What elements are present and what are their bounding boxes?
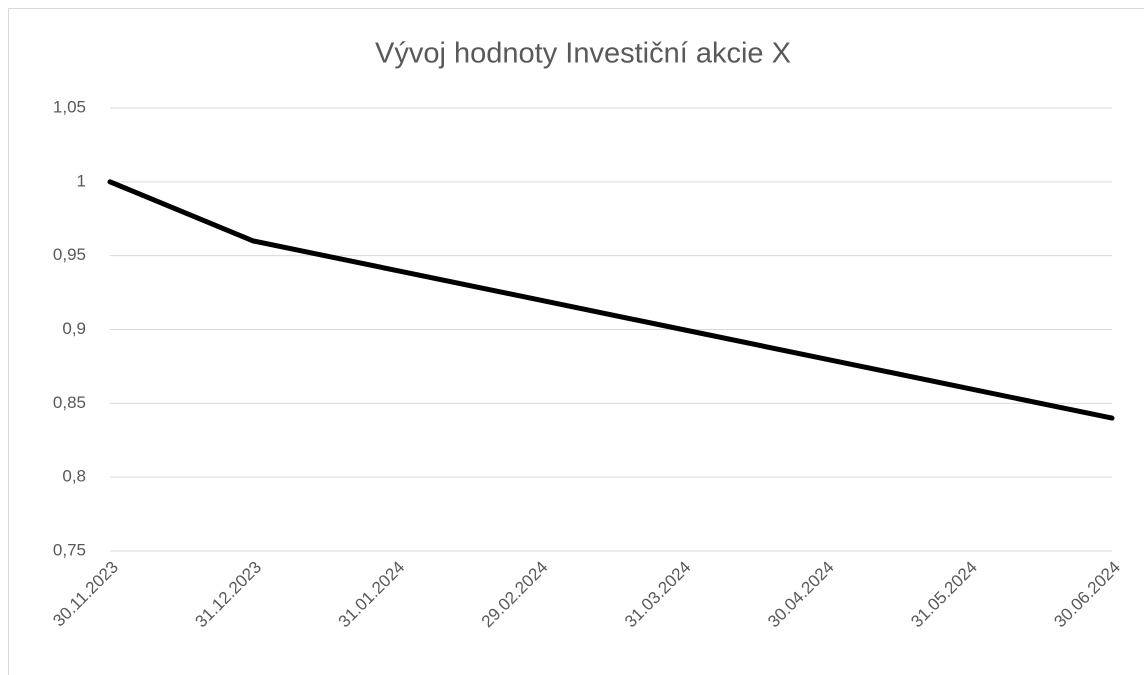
chart-title: Vývoj hodnoty Investiční akcie X	[375, 38, 791, 70]
y-tick-label: 0,9	[62, 319, 86, 338]
y-tick-label: 0,75	[53, 540, 86, 559]
line-series	[107, 179, 1115, 421]
y-tick-label: 0,95	[53, 245, 86, 264]
y-tick-label: 0,8	[62, 467, 86, 486]
y-tick-label: 1	[77, 171, 86, 190]
y-tick-label: 0,85	[53, 393, 86, 412]
chart-border	[8, 8, 1144, 675]
y-tick-label: 1,05	[53, 97, 86, 116]
